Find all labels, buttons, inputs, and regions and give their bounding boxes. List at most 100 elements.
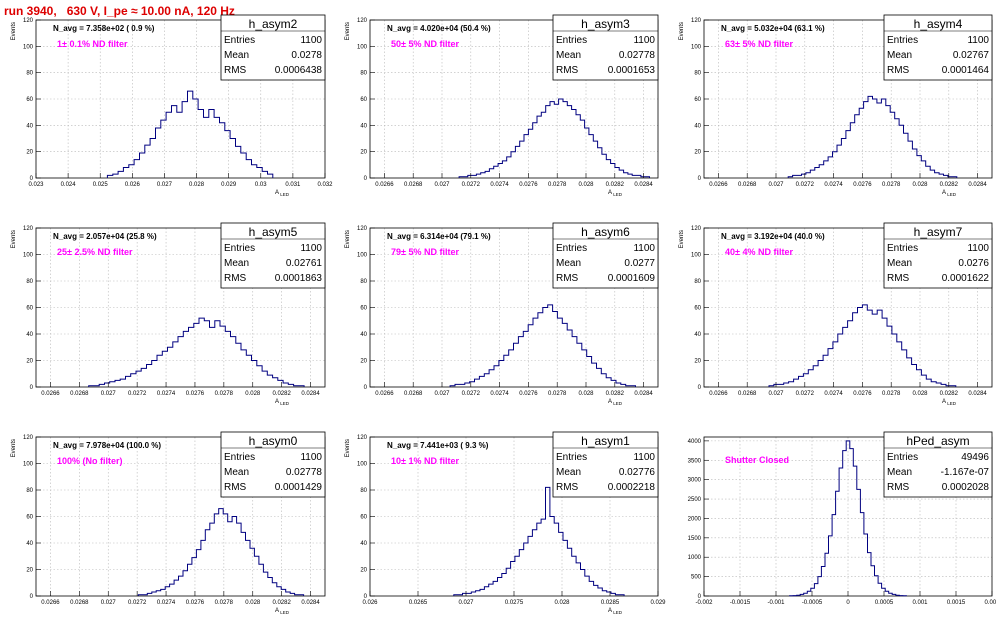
stats-entries-label: Entries xyxy=(556,35,587,46)
x-tick-label: 0.0276 xyxy=(519,182,538,188)
x-tick-label: 0.0284 xyxy=(301,600,320,606)
stats-mean-value: 0.02778 xyxy=(286,467,323,478)
stats-box xyxy=(883,222,993,289)
stats-mean-value: 0.0277 xyxy=(624,258,655,269)
stats-rms-label: RMS xyxy=(556,482,579,493)
y-tick-label: 100 xyxy=(23,253,34,259)
x-tick-label: 0.027 xyxy=(101,600,117,606)
x-tick-label: 0.0276 xyxy=(853,182,872,188)
y-axis-title: Events xyxy=(345,230,351,248)
y-tick-label: 60 xyxy=(26,97,33,103)
y-tick-label: 60 xyxy=(360,97,367,103)
x-tick-label: 0.002 xyxy=(984,600,996,606)
stats-rms-value: 0.0001609 xyxy=(608,273,656,284)
x-tick-label: 0.0284 xyxy=(968,182,987,188)
page-title: run 3940, 630 V, I_pe ≈ 10.00 nA, 120 Hz xyxy=(4,4,235,18)
stats-box xyxy=(220,14,326,81)
y-tick-label: 40 xyxy=(26,332,33,338)
navg-label: N_avg = 7.978e+04 (100.0 %) xyxy=(53,441,161,450)
y-tick-label: 60 xyxy=(26,515,33,521)
stats-entries-label: Entries xyxy=(887,243,918,254)
stats-mean-label: Mean xyxy=(556,258,581,269)
x-tick-label: 0.0272 xyxy=(796,182,815,188)
y-tick-label: 100 xyxy=(691,253,702,259)
y-tick-label: 1500 xyxy=(688,536,702,542)
stats-rms-value: 0.0001653 xyxy=(608,65,656,76)
stats-entries-label: Entries xyxy=(887,35,918,46)
y-tick-label: 20 xyxy=(26,359,33,365)
histogram-series xyxy=(106,90,274,178)
stats-entries-value: 1100 xyxy=(633,35,655,46)
x-tick-label: 0.029 xyxy=(221,182,237,188)
stats-entries-label: Entries xyxy=(887,452,918,463)
x-axis-title: A LED xyxy=(275,608,290,615)
stats-rms-label: RMS xyxy=(887,273,910,284)
x-tick-label: 0.0266 xyxy=(375,391,394,397)
stats-mean-label: Mean xyxy=(556,467,581,478)
x-tick-label: 0.0274 xyxy=(824,182,843,188)
y-tick-label: 40 xyxy=(360,332,367,338)
stats-box xyxy=(883,431,993,498)
y-tick-label: 20 xyxy=(694,359,701,365)
x-axis-title: A LED xyxy=(275,399,290,406)
x-tick-label: 0.0284 xyxy=(634,182,653,188)
x-tick-label: 0.024 xyxy=(61,182,77,188)
y-tick-label: 0 xyxy=(698,385,702,391)
x-tick-label: 0.0272 xyxy=(462,391,481,397)
stats-entries-value: 49496 xyxy=(961,452,989,463)
histogram-panel-hPed_asym: -0.002 -0.0015 -0.001 -0.0005 0 0.0005 0.001 0.… xyxy=(688,431,996,606)
x-tick-label: 0.0284 xyxy=(968,391,987,397)
y-tick-label: 100 xyxy=(23,44,34,50)
histogram-panel-h_asym3: 0.0266 0.0268 0.027 0.0272 0.0274 0.0276 0.027… xyxy=(345,14,659,197)
stats-mean-label: Mean xyxy=(224,467,249,478)
x-tick-label: 0.026 xyxy=(125,182,141,188)
y-tick-label: 0 xyxy=(364,594,368,600)
histogram-series xyxy=(787,95,958,178)
x-axis-title: A LED xyxy=(608,399,623,406)
x-tick-label: -0.0005 xyxy=(802,600,823,606)
y-tick-label: 120 xyxy=(23,226,34,232)
y-tick-label: 40 xyxy=(26,123,33,129)
y-axis-title: Events xyxy=(679,230,685,248)
x-tick-label: 0.027 xyxy=(157,182,173,188)
x-tick-label: 0.0282 xyxy=(606,391,625,397)
x-tick-label: 0.0278 xyxy=(882,391,901,397)
stats-entries-label: Entries xyxy=(224,35,255,46)
stats-entries-label: Entries xyxy=(224,452,255,463)
stats-histogram-name: h_asym7 xyxy=(914,225,963,239)
y-tick-label: 20 xyxy=(360,359,367,365)
y-tick-label: 0 xyxy=(698,176,702,182)
histogram-series xyxy=(453,486,625,596)
x-tick-label: -0.002 xyxy=(695,600,713,606)
x-tick-label: 0.027 xyxy=(101,391,117,397)
stats-entries-label: Entries xyxy=(556,452,587,463)
histogram-series xyxy=(768,304,957,387)
stats-rms-value: 0.0002218 xyxy=(608,482,656,493)
histogram-panel-h_asym4: 0.0266 0.0268 0.027 0.0272 0.0274 0.0276 0.027… xyxy=(679,14,993,197)
y-tick-label: 0 xyxy=(30,594,34,600)
x-axis-title: A LED xyxy=(608,190,623,197)
stats-mean-label: Mean xyxy=(887,50,912,61)
y-axis-title: Events xyxy=(11,230,17,248)
navg-label: N_avg = 3.192e+04 (40.0 %) xyxy=(721,232,825,241)
x-tick-label: 0.0282 xyxy=(606,182,625,188)
stats-box xyxy=(220,222,326,289)
stats-box xyxy=(552,14,659,81)
x-tick-label: 0.0284 xyxy=(634,391,653,397)
stats-rms-value: 0.0001464 xyxy=(942,65,990,76)
stats-rms-label: RMS xyxy=(224,273,247,284)
y-tick-label: 4000 xyxy=(688,439,702,445)
x-axis-title: A LED xyxy=(942,399,957,406)
y-tick-label: 60 xyxy=(694,306,701,312)
y-tick-label: 100 xyxy=(357,462,368,468)
stats-mean-label: Mean xyxy=(887,467,912,478)
stats-rms-label: RMS xyxy=(224,65,247,76)
y-tick-label: 20 xyxy=(360,150,367,156)
x-tick-label: 0.0282 xyxy=(272,600,291,606)
x-tick-label: 0.0278 xyxy=(882,182,901,188)
x-axis-title: A LED xyxy=(608,608,623,615)
stats-rms-value: 0.0001622 xyxy=(942,273,990,284)
x-axis-title: A LED xyxy=(275,190,290,197)
y-tick-label: 0 xyxy=(364,176,368,182)
y-tick-label: 120 xyxy=(691,226,702,232)
